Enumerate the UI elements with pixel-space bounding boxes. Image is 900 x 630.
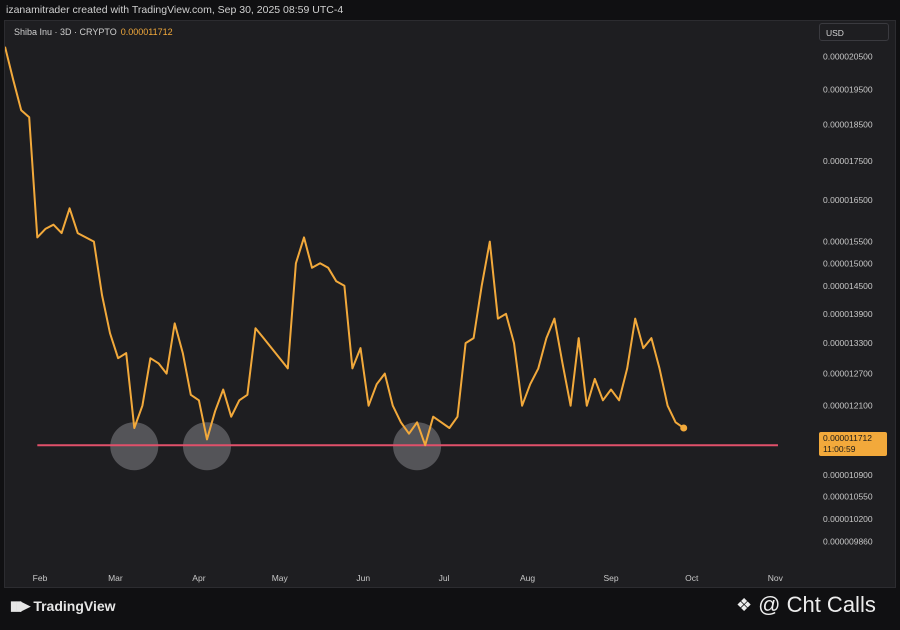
symbol-legend[interactable]: Shiba Inu · 3D · CRYPTO 0.000011712: [14, 27, 173, 37]
x-tick-label: Jul: [439, 573, 450, 583]
y-tick-label: 0.000012700: [823, 369, 873, 379]
y-axis[interactable]: 0.000020500 0.000019500 0.000018500 0.00001…: [823, 51, 873, 546]
attribution-text: izanamitrader created with TradingView.c…: [6, 4, 344, 16]
x-tick-label: May: [272, 573, 289, 583]
y-tick-label: 0.000010550: [823, 492, 873, 502]
watermark: ❖ @ Cht Calls: [736, 592, 876, 618]
currency-button[interactable]: USD: [819, 23, 889, 41]
last-price-dot: [680, 424, 688, 432]
tradingview-logo-icon: ▮▮▶: [10, 598, 30, 613]
tradingview-logo[interactable]: ▮▮▶ TradingView: [10, 598, 116, 614]
footer-bar: ▮▮▶ TradingView ❖ @ Cht Calls: [0, 588, 900, 630]
x-tick-label: Aug: [520, 573, 535, 583]
x-tick-label: Oct: [685, 573, 699, 583]
y-tick-label: 0.000013900: [823, 309, 873, 319]
x-tick-label: Mar: [108, 573, 123, 583]
y-tick-label: 0.000014500: [823, 281, 873, 291]
y-tick-label: 0.000018500: [823, 119, 873, 129]
price-line: [5, 46, 685, 447]
x-axis[interactable]: Feb Mar Apr May Jun Jul Aug Sep Oct Nov: [33, 573, 784, 583]
y-tick-label: 0.000015000: [823, 258, 873, 268]
x-tick-label: Apr: [192, 573, 205, 583]
last-price-tag: 0.000011712 11:00:59: [819, 432, 887, 456]
x-tick-label: Sep: [603, 573, 618, 583]
last-price-value: 0.000011712: [823, 433, 873, 443]
y-tick-label: 0.000019500: [823, 85, 873, 95]
legend-price: 0.000011712: [120, 27, 173, 37]
bar-countdown: 11:00:59: [823, 444, 856, 454]
y-tick-label: 0.000020500: [823, 51, 873, 61]
symbol-label: Shiba Inu · 3D · CRYPTO: [14, 27, 117, 37]
y-tick-label: 0.000010900: [823, 470, 873, 480]
y-tick-label: 0.000013300: [823, 338, 873, 348]
attribution-bar: izanamitrader created with TradingView.c…: [0, 0, 900, 20]
y-tick-label: 0.000010200: [823, 514, 873, 524]
x-tick-label: Feb: [33, 573, 48, 583]
tradingview-logo-text: TradingView: [33, 598, 116, 614]
x-tick-label: Jun: [356, 573, 370, 583]
price-chart[interactable]: 0.000020500 0.000019500 0.000018500 0.00001…: [5, 21, 897, 589]
y-tick-label: 0.000012100: [823, 401, 873, 411]
y-tick-label: 0.000017500: [823, 156, 873, 166]
chart-panel[interactable]: 0.000020500 0.000019500 0.000018500 0.00001…: [4, 20, 896, 588]
watermark-text: @ Cht Calls: [758, 592, 876, 617]
x-tick-label: Nov: [768, 573, 784, 583]
diamond-logo-icon: ❖: [736, 594, 753, 615]
y-tick-label: 0.000016500: [823, 195, 873, 205]
y-tick-label: 0.000009860: [823, 536, 873, 546]
y-tick-label: 0.000015500: [823, 237, 873, 247]
